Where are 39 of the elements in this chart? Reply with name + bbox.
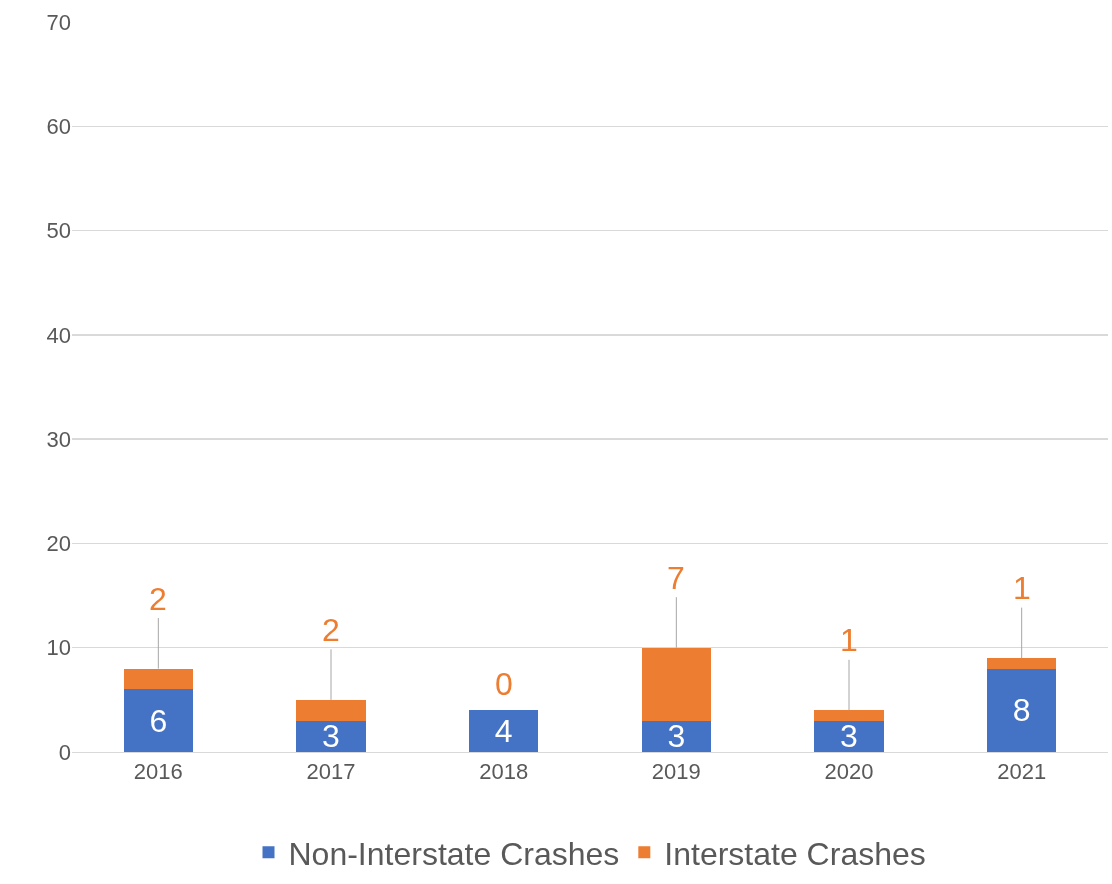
y-tick-label: 50 [46,218,71,244]
y-tick-label: 70 [46,9,71,35]
bar [987,658,1057,669]
data-label: 4 [494,713,513,750]
bar [987,668,1057,752]
legend-label: Non-Interstate Crashes [288,835,620,872]
x-tick-label: 2019 [651,759,701,785]
data-label: 8 [1012,692,1031,729]
data-label: 1 [1013,570,1031,606]
legend-label: Interstate Crashes [664,835,926,872]
x-tick-label: 2021 [997,759,1047,785]
data-label: 3 [322,718,340,755]
bar [296,699,366,721]
y-tick-label: 20 [46,531,71,557]
data-label: 3 [667,718,686,755]
data-label: 1 [840,622,858,658]
x-tick-label: 2017 [306,759,356,785]
data-label: 0 [495,666,513,702]
y-tick-label: 0 [58,739,71,765]
data-label: 3 [840,718,858,755]
y-tick-label: 60 [46,113,71,139]
data-label: 7 [667,560,685,596]
bar [123,689,193,752]
bar [123,668,193,690]
bar [296,720,366,752]
data-label: 2 [149,581,167,617]
x-tick-label: 2016 [133,759,183,785]
y-tick-label: 40 [46,322,71,348]
bar [641,720,711,752]
data-label: 6 [149,702,168,739]
bar [641,647,711,721]
bar [814,710,884,721]
x-tick-label: 2020 [824,759,874,785]
data-label: 2 [322,612,340,648]
x-tick-label: 2018 [479,759,529,785]
bar [814,720,884,752]
y-tick-label: 30 [46,426,71,452]
y-tick-label: 10 [46,635,71,661]
bar [469,710,539,752]
